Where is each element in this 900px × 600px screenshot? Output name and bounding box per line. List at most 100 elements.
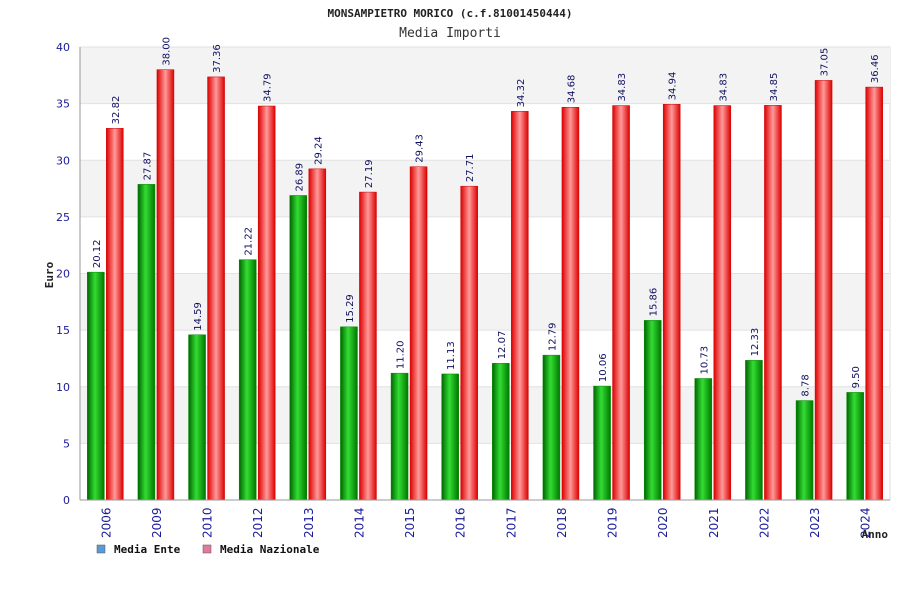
y-tick-label: 30 <box>56 154 70 167</box>
value-label-media-nazionale: 34.68 <box>566 75 577 104</box>
bar-media-ente <box>238 259 257 501</box>
y-axis-ticks: 0 5 10 15 20 25 30 35 40 <box>56 41 70 507</box>
y-tick-label: 25 <box>56 211 70 224</box>
value-label-media-nazionale: 34.85 <box>769 73 780 102</box>
y-tick-label: 35 <box>56 98 70 111</box>
legend-label-media-ente: Media Ente <box>114 543 181 556</box>
bar-media-nazionale <box>764 105 782 501</box>
bar-media-ente <box>846 392 864 501</box>
x-axis-label: Anno <box>862 528 889 541</box>
bar-media-ente <box>87 271 105 501</box>
value-label-media-nazionale: 27.71 <box>465 154 476 183</box>
value-label-media-ente: 20.12 <box>92 240 103 269</box>
value-label-media-nazionale: 32.82 <box>111 96 122 125</box>
value-label-media-ente: 8.78 <box>801 374 812 396</box>
value-label-media-nazionale: 29.43 <box>415 134 426 163</box>
x-tick-label: 2024 <box>859 507 873 538</box>
y-tick-label: 20 <box>56 268 70 281</box>
value-label-media-nazionale: 34.79 <box>263 73 274 102</box>
value-label-media-ente: 27.87 <box>142 152 153 181</box>
legend-swatch-media-nazionale <box>202 544 212 554</box>
chart-title: MONSAMPIETRO MORICO (c.f.81001450444) <box>327 7 572 20</box>
value-label-media-nazionale: 27.19 <box>364 159 375 188</box>
y-tick-label: 0 <box>63 494 70 507</box>
value-label-media-ente: 12.79 <box>547 323 558 352</box>
x-tick-label: 2019 <box>606 507 620 538</box>
value-label-media-nazionale: 34.83 <box>617 73 628 102</box>
x-axis-ticks: 2006 2009 2010 2012 2013 2014 2015 2016 2017 2018… <box>99 507 872 538</box>
bar-media-ente <box>643 320 662 501</box>
value-label-media-nazionale: 34.94 <box>668 72 679 101</box>
bar-media-ente <box>137 184 156 501</box>
bar-media-ente <box>745 360 763 501</box>
x-tick-label: 2017 <box>504 507 518 538</box>
y-tick-label: 15 <box>56 324 70 337</box>
x-tick-label: 2009 <box>150 507 164 538</box>
value-label-media-ente: 10.06 <box>598 353 609 382</box>
x-tick-label: 2014 <box>352 507 366 538</box>
value-label-media-nazionale: 34.83 <box>718 73 729 102</box>
chart-subtitle: Media Importi <box>399 26 501 41</box>
x-tick-label: 2013 <box>302 507 316 538</box>
bar-media-nazionale <box>460 185 478 501</box>
bars <box>87 69 883 501</box>
bar-media-ente <box>340 326 358 501</box>
x-tick-label: 2018 <box>555 507 569 538</box>
bar-media-ente <box>593 385 611 501</box>
bar-media-nazionale <box>814 80 833 501</box>
value-label-media-nazionale: 37.05 <box>820 48 831 77</box>
value-label-media-nazionale: 36.46 <box>870 54 881 83</box>
x-tick-label: 2015 <box>403 507 417 538</box>
value-label-media-ente: 12.07 <box>497 331 508 360</box>
bar-media-nazionale <box>207 76 225 501</box>
bar-media-ente <box>795 400 814 501</box>
bar-media-nazionale <box>308 168 327 501</box>
bar-media-nazionale <box>612 105 630 501</box>
bar-media-nazionale <box>359 191 377 501</box>
value-label-media-ente: 11.13 <box>446 341 457 370</box>
bar-media-ente <box>188 334 206 501</box>
value-label-media-nazionale: 34.32 <box>516 79 527 108</box>
value-label-media-nazionale: 29.24 <box>313 136 324 165</box>
bar-media-nazionale <box>409 166 428 501</box>
value-label-media-ente: 26.89 <box>294 163 305 192</box>
x-tick-label: 2022 <box>757 507 771 538</box>
bar-media-ente <box>441 373 459 501</box>
bar-media-ente <box>390 372 409 501</box>
bar-media-nazionale <box>713 105 732 501</box>
value-label-media-ente: 14.59 <box>193 302 204 331</box>
x-tick-label: 2020 <box>656 507 670 538</box>
value-label-media-ente: 12.33 <box>750 328 761 357</box>
y-tick-label: 5 <box>63 437 70 450</box>
bar-media-nazionale <box>561 106 580 501</box>
bar-media-nazionale <box>511 111 529 501</box>
value-label-media-ente: 9.50 <box>851 366 862 388</box>
x-tick-label: 2006 <box>99 507 113 538</box>
bar-media-ente <box>542 354 561 501</box>
value-label-media-ente: 15.86 <box>649 288 660 317</box>
value-label-media-ente: 10.73 <box>699 346 710 375</box>
y-tick-label: 40 <box>56 41 70 54</box>
bar-media-nazionale <box>257 105 276 501</box>
x-tick-label: 2023 <box>808 507 822 538</box>
bar-media-nazionale <box>865 86 883 501</box>
x-tick-label: 2012 <box>251 507 265 538</box>
y-axis-label: Euro <box>43 261 56 288</box>
y-tick-label: 10 <box>56 381 70 394</box>
x-tick-label: 2010 <box>201 507 215 538</box>
x-tick-label: 2021 <box>707 507 721 538</box>
legend-swatch-media-ente <box>96 544 106 554</box>
value-label-media-ente: 21.22 <box>244 227 255 256</box>
bar-media-nazionale <box>156 69 175 501</box>
bar-media-ente <box>694 378 713 501</box>
value-labels: 20.12 32.82 27.87 38.00 14.59 37.36 21.22 34.79… <box>92 37 881 397</box>
value-label-media-nazionale: 37.36 <box>212 44 223 73</box>
value-label-media-nazionale: 38.00 <box>161 37 172 66</box>
legend: Media Ente Media Nazionale <box>96 543 320 556</box>
value-label-media-ente: 15.29 <box>345 294 356 323</box>
x-tick-label: 2016 <box>454 507 468 538</box>
value-label-media-ente: 11.20 <box>396 341 407 370</box>
bar-media-nazionale <box>662 104 681 501</box>
bar-media-ente <box>289 195 308 501</box>
